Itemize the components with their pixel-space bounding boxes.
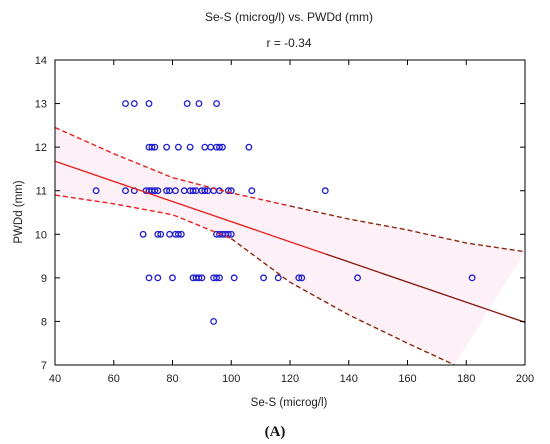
y-tick-label: 10 <box>35 229 47 241</box>
data-point <box>151 143 159 151</box>
data-point <box>468 274 476 282</box>
data-point <box>213 100 221 108</box>
data-point <box>122 187 129 195</box>
data-point <box>227 230 235 238</box>
x-tick-label: 180 <box>457 373 475 385</box>
data-point <box>216 274 223 282</box>
x-tick-label: 40 <box>49 373 61 385</box>
data-point <box>295 274 303 282</box>
data-point <box>145 274 153 282</box>
data-point <box>157 230 165 238</box>
data-point <box>354 274 362 282</box>
y-tick-label: 12 <box>35 142 47 154</box>
data-point <box>174 143 182 151</box>
data-point <box>274 274 282 282</box>
data-point <box>154 230 162 238</box>
y-axis-label: PWDd (mm) <box>13 180 25 243</box>
data-point <box>166 230 174 238</box>
data-point <box>122 100 129 108</box>
ci-band <box>55 127 525 365</box>
data-point <box>218 143 226 151</box>
x-tick-label: 140 <box>340 373 358 385</box>
data-point <box>198 274 206 282</box>
data-point <box>174 230 182 238</box>
data-point <box>213 274 221 282</box>
y-tick-label: 8 <box>41 316 47 328</box>
y-tick-label: 7 <box>41 360 47 372</box>
data-point <box>207 143 215 151</box>
data-point <box>171 187 179 195</box>
x-axis-label: Se-S (microg/l) <box>251 397 328 409</box>
data-point <box>183 100 191 108</box>
data-point <box>163 187 171 195</box>
y-tick-label: 9 <box>41 273 47 285</box>
data-point <box>248 187 256 195</box>
x-tick-label: 60 <box>108 373 120 385</box>
data-point <box>195 100 203 108</box>
ci-lower-line-extended <box>230 238 455 365</box>
x-tick-label: 200 <box>516 373 534 385</box>
chart-title: Se-S (microg/l) vs. PWDd (mm) <box>205 10 373 24</box>
y-tick-label: 11 <box>36 186 47 198</box>
y-tick-label: 14 <box>35 55 47 67</box>
data-point <box>201 187 209 195</box>
regression-line <box>54 160 326 255</box>
ci-upper-line <box>55 126 291 207</box>
x-tick-label: 80 <box>166 373 178 385</box>
data-point <box>169 274 176 282</box>
chart-subtitle: r = -0.34 <box>266 36 311 50</box>
data-point <box>230 274 238 282</box>
data-point <box>189 187 197 195</box>
ci-upper-line-extended <box>289 205 525 253</box>
data-point <box>210 317 218 325</box>
data-point <box>201 143 209 151</box>
data-point <box>177 230 185 238</box>
data-point <box>130 100 138 108</box>
regression-line-extended <box>325 253 526 323</box>
data-point <box>186 143 194 151</box>
data-point <box>224 187 232 195</box>
plot-area: 40 60 80 100 120 140 160 180 200 7 8 9 10 11 12 13 14 <box>35 55 534 385</box>
data-point <box>154 187 162 195</box>
data-point <box>245 143 253 151</box>
data-point <box>216 143 223 151</box>
panel-label: (A) <box>265 424 286 440</box>
x-tick-label: 120 <box>281 373 299 385</box>
data-point <box>163 143 171 151</box>
ci-lower-line <box>55 194 232 240</box>
data-point <box>92 187 100 195</box>
y-tick-label: 13 <box>35 99 47 111</box>
data-point <box>145 100 153 108</box>
data-point <box>154 274 162 282</box>
data-point <box>260 274 268 282</box>
data-point <box>151 187 159 195</box>
x-tick-label: 160 <box>398 373 416 385</box>
data-point <box>195 274 203 282</box>
data-point <box>139 230 147 238</box>
x-tick-label: 100 <box>222 373 240 385</box>
data-point <box>148 143 156 151</box>
data-point <box>298 274 306 282</box>
data-point <box>321 187 329 195</box>
